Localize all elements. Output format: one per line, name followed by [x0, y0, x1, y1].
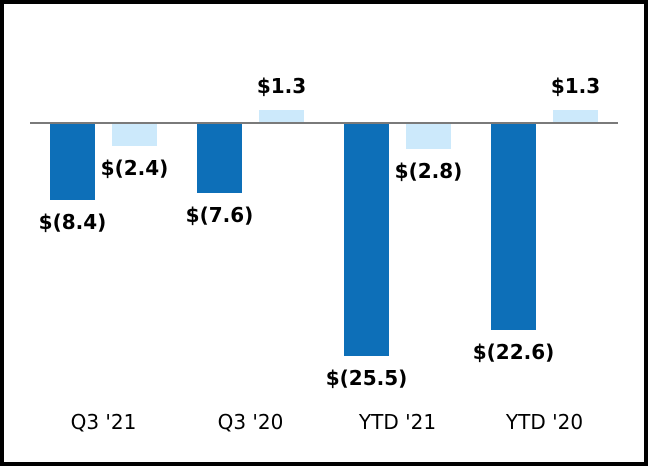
bar-light-blue	[406, 124, 451, 150]
bar-value-label: $(22.6)	[472, 339, 555, 364]
bar-value-label: $(2.8)	[394, 159, 463, 184]
bar-value-label: $1.3	[256, 74, 307, 99]
bar-dark-blue	[344, 124, 389, 357]
bar-value-label: $(2.4)	[100, 155, 169, 180]
bar-value-label: $(7.6)	[185, 203, 254, 228]
bar-dark-blue	[50, 124, 95, 201]
plot-area: Q3 '21 $(8.4) $(2.4) Q3 '20 $(7.6) $1.3 YTD '2…	[4, 4, 644, 462]
x-axis-category-label: Q3 '20	[217, 410, 284, 434]
bar-dark-blue	[197, 124, 242, 194]
x-axis-category-label: Q3 '21	[70, 410, 137, 434]
bar-value-label: $(8.4)	[38, 210, 107, 235]
bar-light-blue	[553, 110, 598, 122]
bar-light-blue	[259, 110, 304, 122]
bar-value-label: $1.3	[550, 74, 601, 99]
zero-axis-line	[30, 122, 618, 124]
bar-light-blue	[112, 124, 157, 146]
bar-dark-blue	[491, 124, 536, 330]
x-axis-category-label: YTD '21	[358, 410, 437, 434]
bar-value-label: $(25.5)	[325, 366, 408, 391]
x-axis-category-label: YTD '20	[505, 410, 584, 434]
